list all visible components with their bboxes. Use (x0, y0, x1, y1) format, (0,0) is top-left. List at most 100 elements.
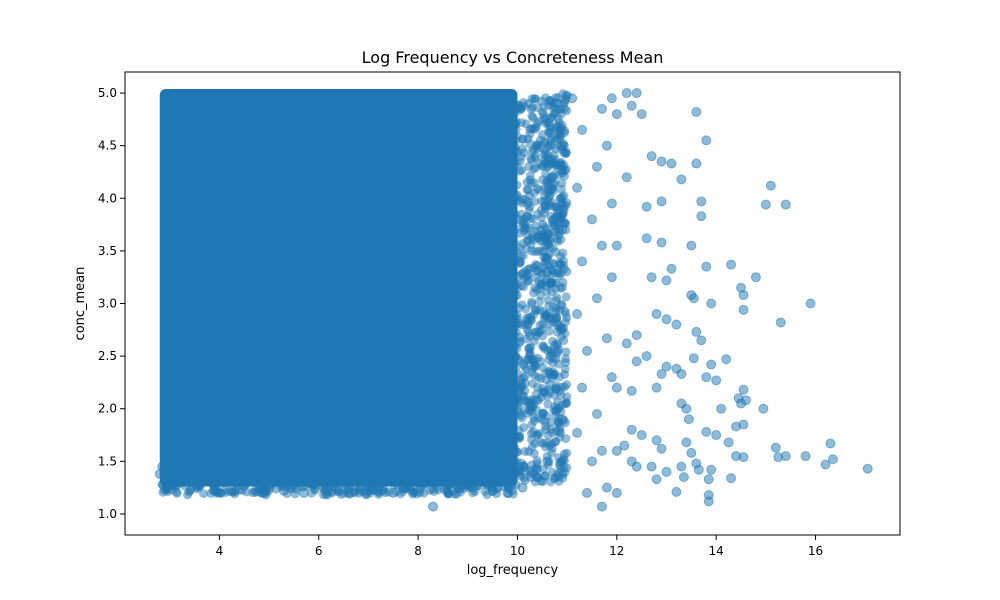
data-point (656, 369, 667, 380)
data-point (515, 166, 525, 176)
data-point (750, 272, 761, 283)
data-point (562, 198, 572, 208)
data-point (418, 480, 428, 490)
data-point (535, 428, 545, 438)
y-tick-label: 3.0 (98, 297, 117, 311)
data-point (542, 287, 552, 297)
data-point (533, 395, 543, 405)
data-point (532, 456, 542, 466)
data-point (701, 135, 712, 146)
data-point (216, 488, 226, 498)
data-points (154, 88, 873, 512)
data-point (626, 385, 637, 396)
data-point (701, 261, 712, 272)
data-point (676, 369, 687, 380)
data-point (758, 403, 769, 414)
data-point (703, 496, 714, 507)
data-point (507, 294, 517, 304)
x-tick-label: 12 (609, 544, 624, 558)
data-point (691, 106, 702, 117)
data-point (646, 151, 657, 162)
data-point (611, 382, 622, 393)
data-point (551, 278, 561, 288)
data-point (525, 331, 535, 341)
data-point (561, 317, 571, 327)
data-point (611, 109, 622, 120)
data-point (527, 420, 537, 430)
data-point (601, 333, 612, 344)
data-point (539, 150, 549, 160)
data-point (516, 104, 526, 114)
data-point (428, 501, 439, 512)
data-point (552, 207, 562, 217)
data-point (545, 441, 555, 451)
data-point (515, 375, 525, 385)
data-point (545, 279, 555, 289)
data-point (765, 180, 776, 191)
data-point (721, 354, 732, 365)
data-point (518, 268, 528, 278)
data-point (516, 209, 526, 219)
data-point (619, 440, 630, 451)
data-point (522, 236, 532, 246)
data-point (740, 395, 751, 406)
data-point (527, 297, 537, 307)
data-point (626, 100, 637, 111)
data-point (298, 487, 309, 498)
data-point (738, 304, 749, 315)
data-point (780, 199, 791, 210)
data-point (557, 224, 568, 235)
data-point (534, 116, 544, 126)
data-point (532, 472, 543, 483)
data-point (606, 93, 617, 104)
data-point (532, 103, 542, 113)
data-point (661, 466, 672, 477)
data-point (534, 276, 544, 286)
x-tick-label: 16 (808, 544, 823, 558)
data-point (354, 484, 364, 494)
data-point (525, 175, 535, 185)
y-tick-label: 3.5 (98, 244, 117, 258)
data-point (533, 372, 543, 382)
data-point (228, 480, 238, 490)
data-point (514, 338, 524, 348)
data-point (676, 174, 687, 185)
data-point (535, 437, 545, 447)
data-point (559, 160, 569, 170)
data-point (601, 482, 612, 493)
data-point (558, 248, 568, 258)
data-point (738, 384, 749, 395)
data-point (688, 353, 699, 364)
data-point (611, 445, 622, 456)
data-point (701, 426, 712, 437)
data-point (678, 472, 689, 483)
data-point (318, 482, 329, 493)
data-point (532, 266, 542, 276)
data-point (626, 424, 637, 435)
data-point (561, 292, 571, 302)
data-point (408, 482, 419, 493)
data-point (696, 335, 707, 346)
data-point (374, 485, 384, 495)
data-point (696, 211, 707, 222)
data-point (800, 451, 811, 462)
data-point (671, 319, 682, 330)
data-point (558, 277, 568, 287)
data-point (825, 438, 836, 449)
data-point (343, 487, 354, 498)
data-point (522, 316, 532, 326)
data-point (656, 237, 667, 248)
data-point (557, 140, 568, 151)
data-point (544, 235, 554, 245)
data-point (388, 487, 399, 498)
x-tick-label: 8 (414, 544, 422, 558)
data-point (560, 306, 570, 316)
data-point (199, 489, 209, 499)
x-tick-label: 14 (709, 544, 724, 558)
data-point (520, 446, 530, 456)
data-point (487, 485, 498, 496)
data-point (541, 253, 551, 263)
data-point (518, 134, 528, 144)
y-axis-ticks: 1.0 1.5 2.0 2.5 3.0 3.5 4.0 4.5 5.0 (98, 86, 125, 521)
data-point (514, 303, 524, 313)
